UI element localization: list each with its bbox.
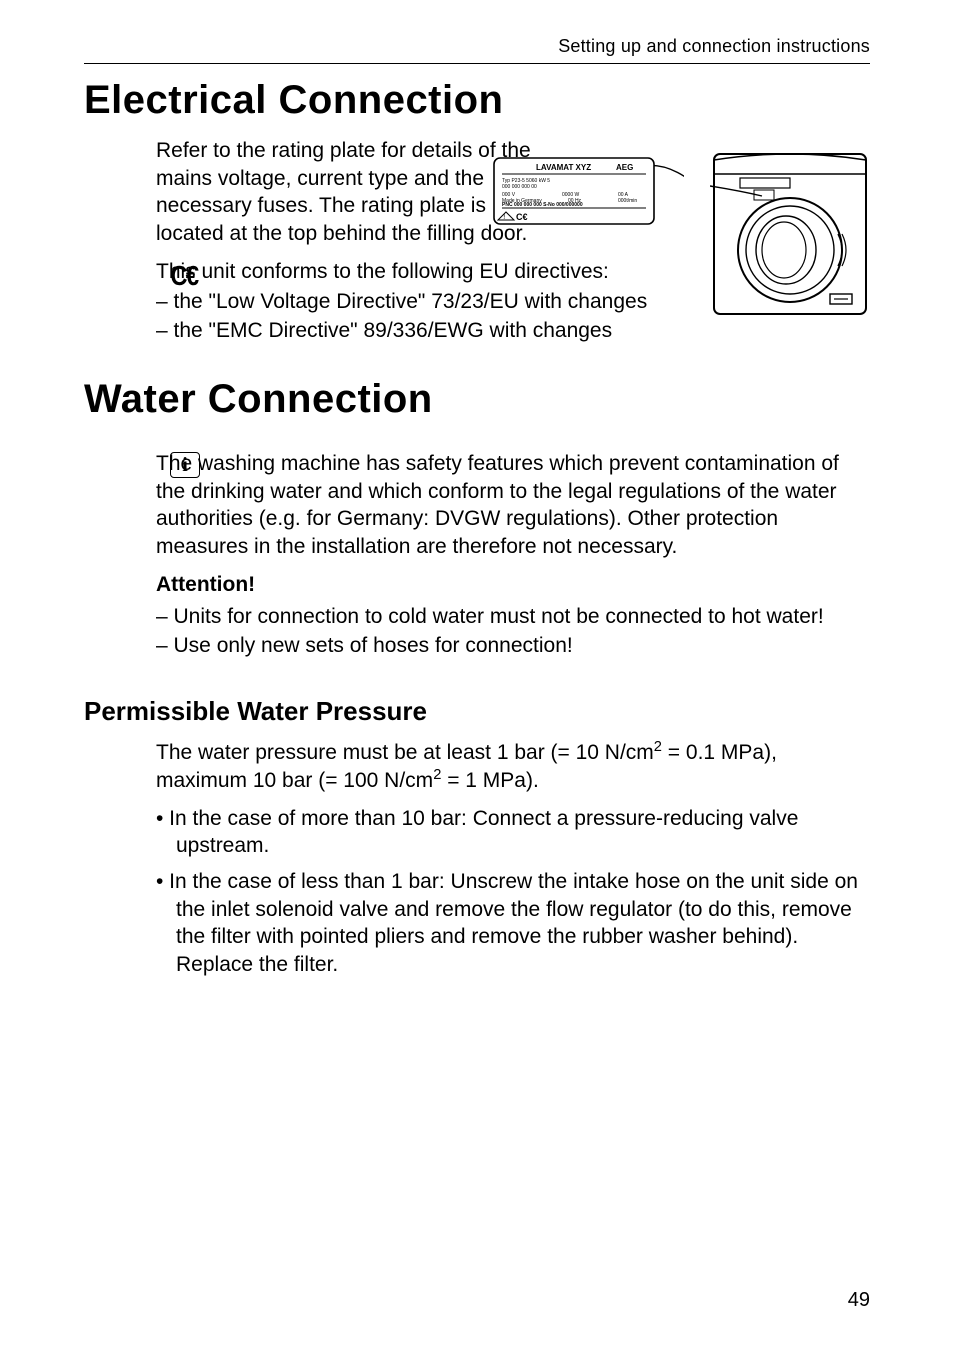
pressure-paragraph: The water pressure must be at least 1 ba… [156, 739, 870, 794]
pressure-p1c: = 1 MPa). [441, 769, 538, 792]
pressure-p1a: The water pressure must be at least 1 ba… [156, 741, 654, 764]
running-head: Setting up and connection instructions [84, 36, 870, 57]
pressure-bullet-2: • In the case of less than 1 bar: Unscre… [156, 868, 870, 979]
attention-label: Attention! [156, 571, 870, 599]
electrical-directive-2: – the "EMC Directive" 89/336/EWG with ch… [156, 317, 870, 345]
electrical-p2: This unit conforms to the following EU d… [156, 258, 870, 286]
heading-electrical-connection: Electrical Connection [84, 78, 870, 123]
electrical-directive-1: – the "Low Voltage Directive" 73/23/EU w… [156, 288, 870, 316]
page-number: 49 [848, 1289, 870, 1312]
attention-item-2: – Use only new sets of hoses for connect… [156, 632, 870, 660]
ce-mark-icon: C€ [168, 260, 200, 292]
heading-permissible-water-pressure: Permissible Water Pressure [84, 696, 870, 727]
header-rule [84, 63, 870, 64]
attention-item-1: – Units for connection to cold water mus… [156, 603, 870, 631]
electrical-p1: Refer to the rating plate for details of… [156, 137, 546, 248]
pressure-bullet-1: • In the case of more than 10 bar: Conne… [156, 805, 870, 860]
water-info-paragraph: The washing machine has safety features … [156, 450, 870, 561]
heading-water-connection: Water Connection [84, 377, 870, 422]
info-icon: i [170, 452, 200, 478]
